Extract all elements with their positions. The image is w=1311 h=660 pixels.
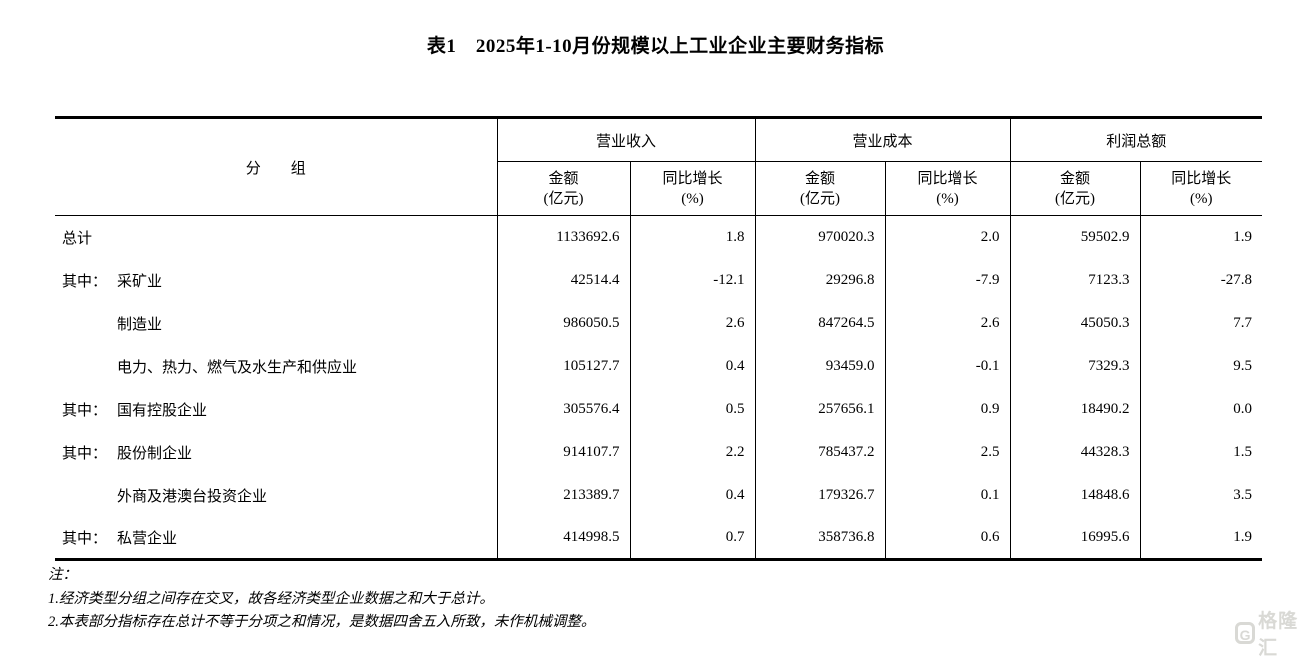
- cell-value: 0.4: [630, 344, 756, 388]
- cell-value: 14848.6: [1010, 473, 1141, 517]
- gelonghui-watermark: G 格隆汇: [1235, 606, 1311, 660]
- note-line-1: 1.经济类型分组之间存在交叉，故各经济类型企业数据之和大于总计。: [48, 590, 494, 607]
- cell-value: 179326.7: [755, 473, 886, 517]
- table-row: 其中： 私营企业 414998.5 0.7 358736.8 0.6 16995.6 1.9: [55, 516, 1262, 560]
- row-label: 其中： 股份制企业: [55, 430, 498, 474]
- cell-value: 1.9: [1233, 228, 1253, 245]
- column-header-group: 分 组: [55, 117, 498, 216]
- cell-value: 986050.5: [497, 301, 631, 345]
- row-label: 电力、热力、燃气及水生产和供应业: [55, 344, 498, 388]
- cell-value: 42514.4: [497, 258, 631, 302]
- cell-value: 0.1: [885, 473, 1011, 517]
- row-label-text: 股份制企业: [117, 445, 193, 462]
- table-title: 表1 2025年1-10月份规模以上工业企业主要财务指标: [426, 36, 885, 57]
- cell-value: 44328.3: [1010, 430, 1141, 474]
- row-label-text: 总计: [62, 230, 93, 247]
- row-label: 其中： 国有控股企业: [55, 387, 498, 431]
- cell-value: 305576.4: [497, 387, 631, 431]
- cell-value: 3.5: [1233, 486, 1253, 503]
- cell-value: 93459.0: [755, 344, 886, 388]
- row-label: 总计: [55, 215, 498, 259]
- cell-value: 358736.8: [755, 516, 886, 560]
- cell-value: 2.5: [885, 430, 1011, 474]
- row-label-text: 采矿业: [117, 273, 163, 290]
- cell-value: 7329.3: [1010, 344, 1141, 388]
- cell-value: 1.5: [1233, 443, 1253, 460]
- cell-value: 2.2: [630, 430, 756, 474]
- row-label-prefix: 其中：: [62, 445, 108, 462]
- row-label-prefix: 其中：: [62, 530, 108, 547]
- row-label: 其中： 采矿业: [55, 258, 498, 302]
- cell-value: 414998.5: [497, 516, 631, 560]
- cell-value: -27.8: [1220, 271, 1253, 288]
- row-label-text: 制造业: [117, 316, 163, 333]
- cell-value: 7.7: [1233, 314, 1253, 331]
- notes-heading: 注：: [48, 567, 77, 583]
- cell-value: 16995.6: [1010, 516, 1141, 560]
- cell-value: 0.4: [630, 473, 756, 517]
- table-row: 其中： 股份制企业 914107.7 2.2 785437.2 2.5 44328.3 1.5: [55, 430, 1262, 474]
- cell-value: 59502.9: [1010, 215, 1141, 259]
- row-label-text: 私营企业: [117, 530, 178, 547]
- row-label: 外商及港澳台投资企业: [55, 473, 498, 517]
- cell-value: 847264.5: [755, 301, 886, 345]
- row-label-text: 外商及港澳台投资企业: [117, 488, 268, 505]
- cell-value: 29296.8: [755, 258, 886, 302]
- column-header-cost-growth: 同比增长 (%): [885, 161, 1011, 216]
- cell-value: 1.9: [1233, 528, 1253, 545]
- cell-value: 0.0: [1233, 400, 1253, 417]
- table-row: 其中： 国有控股企业 305576.4 0.5 257656.1 0.9 18490.2 0.…: [55, 387, 1262, 431]
- row-label-prefix: 其中：: [62, 273, 108, 290]
- cell-value: 0.6: [885, 516, 1011, 560]
- cell-value: 0.7: [630, 516, 756, 560]
- column-header-profit-growth: 同比增长 (%): [1140, 161, 1263, 216]
- column-header-revenue-growth: 同比增长 (%): [630, 161, 756, 216]
- cell-value: 2.6: [885, 301, 1011, 345]
- cell-value: 0.5: [630, 387, 756, 431]
- header-row-subheaders: 金额 (亿元) 同比增长 (%) 金额 (亿元) 同比增长 (%) 金额 (亿元…: [55, 161, 1263, 216]
- financial-indicators-table: 分 组 营业收入 营业成本 利润总额 金额 (亿元) 同比增长 (%) 金额 (…: [55, 116, 1263, 561]
- row-label: 制造业: [55, 301, 498, 345]
- row-label-text: 电力、热力、燃气及水生产和供应业: [117, 359, 358, 376]
- cell-value: 45050.3: [1010, 301, 1141, 345]
- note-line-2: 2.本表部分指标存在总计不等于分项之和情况，是数据四舍五入所致，未作机械调整。: [48, 614, 596, 630]
- row-label-text: 国有控股企业: [117, 402, 208, 419]
- table-row: 其中： 采矿业 42514.4 -12.1 29296.8 -7.9 7123.3 -27.8: [55, 258, 1262, 302]
- notes: 注： 1.经济类型分组之间存在交叉，故各经济类型企业数据之和大于总计。 2.本表…: [48, 564, 595, 635]
- gelonghui-watermark-text: 格隆汇: [1258, 611, 1299, 659]
- column-header-profit: 利润总额: [1010, 117, 1263, 162]
- cell-value: 18490.2: [1010, 387, 1141, 431]
- table-row: 总计 1133692.6 1.8 970020.3 2.0 59502.9 1.9: [55, 215, 1262, 259]
- cell-value: 9.5: [1233, 357, 1253, 374]
- cell-value: 7123.3: [1010, 258, 1141, 302]
- column-header-cost: 营业成本: [755, 117, 1011, 162]
- cell-value: 2.0: [885, 215, 1011, 259]
- cell-value: 2.6: [630, 301, 756, 345]
- table-row: 电力、热力、燃气及水生产和供应业 105127.7 0.4 93459.0 -0.1 73…: [55, 344, 1262, 388]
- row-label-prefix: 其中：: [62, 402, 108, 419]
- cell-value: 914107.7: [497, 430, 631, 474]
- cell-value: 970020.3: [755, 215, 886, 259]
- gelonghui-logo-icon: G: [1235, 622, 1256, 644]
- header-row-groups: 分 组 营业收入 营业成本 利润总额: [55, 117, 1263, 216]
- cell-value: 1.8: [630, 215, 756, 259]
- cell-value: 257656.1: [755, 387, 886, 431]
- cell-value: 213389.7: [497, 473, 631, 517]
- cell-value: 0.9: [885, 387, 1011, 431]
- cell-value: -7.9: [885, 258, 1011, 302]
- cell-value: -12.1: [630, 258, 756, 302]
- row-label: 其中： 私营企业: [55, 516, 498, 560]
- table-body: 总计 1133692.6 1.8 970020.3 2.0 59502.9 1.9 其中： 采矿…: [55, 215, 1262, 560]
- column-header-revenue-amount: 金额 (亿元): [497, 161, 631, 216]
- table-row: 制造业 986050.5 2.6 847264.5 2.6 45050.3 7.7: [55, 301, 1262, 345]
- column-header-cost-amount: 金额 (亿元): [755, 161, 886, 216]
- table-row: 外商及港澳台投资企业 213389.7 0.4 179326.7 0.1 14848.6 3…: [55, 473, 1262, 517]
- cell-value: -0.1: [885, 344, 1011, 388]
- cell-value: 1133692.6: [497, 215, 631, 259]
- cell-value: 785437.2: [755, 430, 886, 474]
- cell-value: 105127.7: [497, 344, 631, 388]
- column-header-profit-amount: 金额 (亿元): [1010, 161, 1141, 216]
- column-header-revenue: 营业收入: [497, 117, 756, 162]
